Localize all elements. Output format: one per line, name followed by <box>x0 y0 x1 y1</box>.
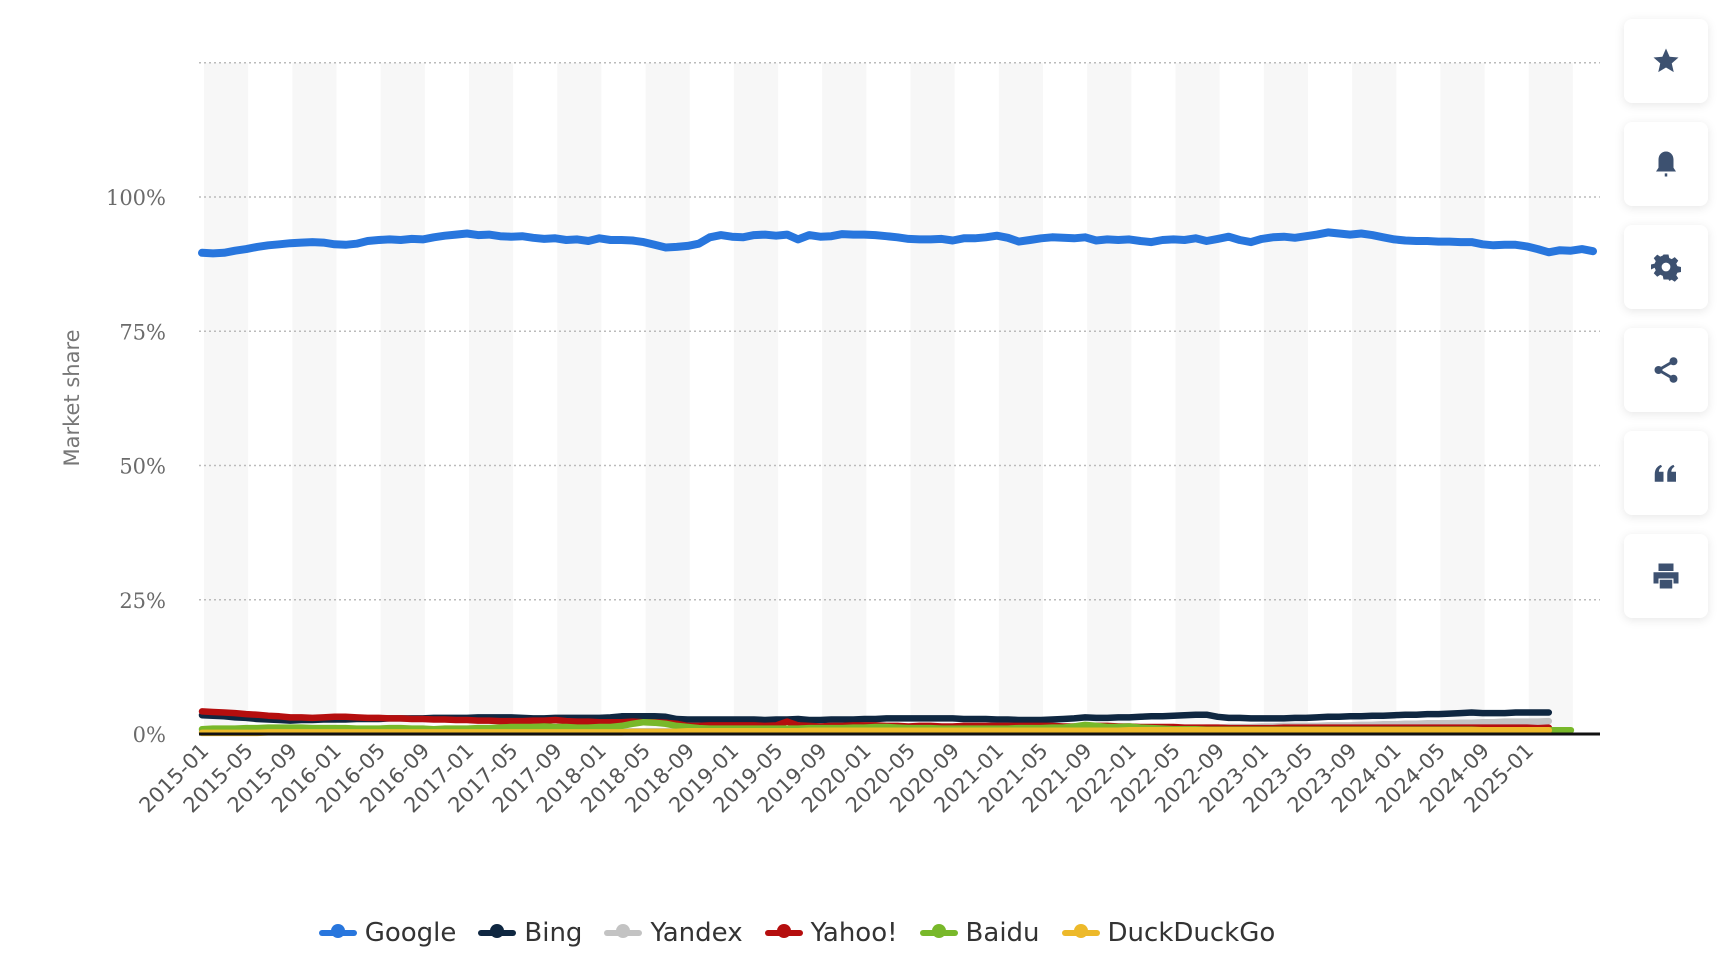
background-band <box>380 62 425 734</box>
legend-marker-icon <box>1061 924 1100 939</box>
background-band <box>998 62 1044 734</box>
legend-label: Bing <box>524 918 583 948</box>
legend-item-yandex[interactable]: Yandex <box>604 918 743 948</box>
background-band <box>557 62 602 734</box>
background-bands <box>204 62 1573 734</box>
legend-marker-icon <box>318 924 357 939</box>
gridlines <box>199 62 1600 601</box>
background-band <box>822 62 867 734</box>
gear-icon <box>1651 254 1681 282</box>
legend-label: Yandex <box>650 918 743 948</box>
y-tick-label: 25% <box>119 589 166 613</box>
legend-item-baidu[interactable]: Baidu <box>919 918 1040 948</box>
background-band <box>468 62 514 734</box>
background-band <box>1528 62 1573 734</box>
legend-item-duckduckgo[interactable]: DuckDuckGo <box>1061 918 1276 948</box>
x-axis-ticks: 2015-012015-052015-092016-012016-052016-… <box>135 739 1539 818</box>
y-axis-label: Market share <box>60 329 84 466</box>
legend-marker-icon <box>604 924 643 939</box>
background-band <box>1087 62 1132 734</box>
settings-button[interactable] <box>1624 225 1708 309</box>
y-tick-label: 50% <box>119 455 166 479</box>
y-tick-label: 100% <box>106 186 166 210</box>
series-lines <box>198 228 1597 737</box>
y-tick-label: 0% <box>133 723 166 747</box>
background-band <box>292 62 337 734</box>
star-icon <box>1653 48 1679 73</box>
background-band <box>910 62 955 734</box>
background-band <box>645 62 690 734</box>
background-band <box>204 62 249 734</box>
legend-label: Baidu <box>965 918 1040 948</box>
background-band <box>1263 62 1308 734</box>
legend-marker-icon <box>478 924 517 939</box>
quote-icon <box>1654 464 1676 482</box>
share-button[interactable] <box>1624 328 1708 412</box>
legend-label: DuckDuckGo <box>1107 918 1276 948</box>
legend-item-bing[interactable]: Bing <box>478 918 582 948</box>
favorite-button[interactable] <box>1624 19 1708 103</box>
legend-marker-icon <box>919 924 958 939</box>
cite-button[interactable] <box>1624 431 1708 515</box>
background-band <box>1175 62 1220 734</box>
legend-marker-icon <box>764 924 803 939</box>
legend: Google Bing Yandex Yahoo! Baidu DuckDuckGo <box>0 918 1594 948</box>
y-axis-ticks: 0% 25% 50% 75% 100% <box>106 186 166 747</box>
background-band <box>1440 62 1485 734</box>
notification-button[interactable] <box>1624 122 1708 206</box>
legend-label: Google <box>364 918 457 948</box>
series-line-duckduckgo <box>198 726 1553 737</box>
bell-icon <box>1656 151 1676 177</box>
legend-label: Yahoo! <box>810 918 898 948</box>
print-button[interactable] <box>1624 534 1708 618</box>
print-icon <box>1653 563 1679 589</box>
background-band <box>733 62 779 734</box>
background-band <box>1352 62 1397 734</box>
legend-item-yahoo[interactable]: Yahoo! <box>764 918 898 948</box>
share-icon <box>1654 357 1678 383</box>
y-tick-label: 75% <box>119 320 166 344</box>
legend-item-google[interactable]: Google <box>318 918 457 948</box>
chart-toolbar <box>1624 19 1708 618</box>
series-line-google <box>198 228 1597 258</box>
